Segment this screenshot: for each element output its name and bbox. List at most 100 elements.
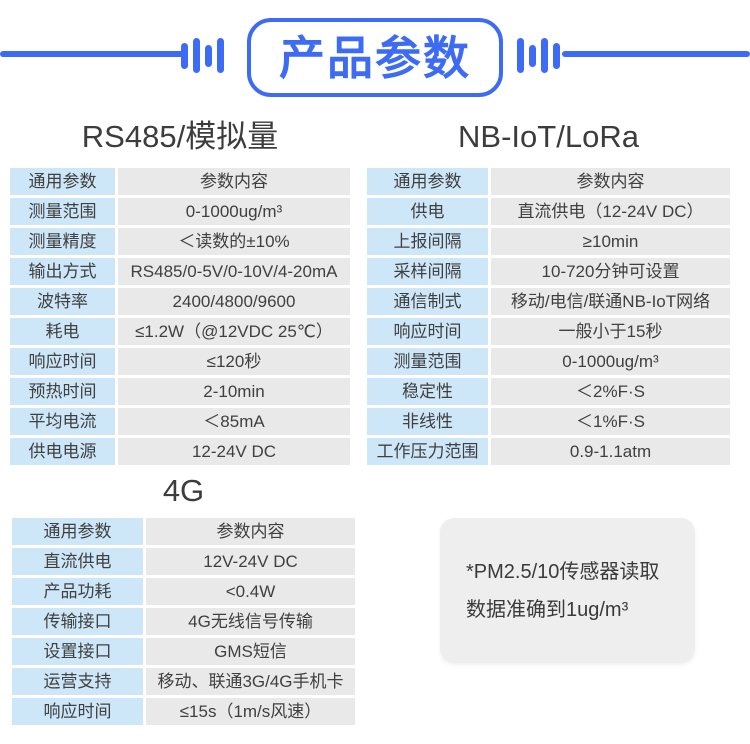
table-row: 预热时间 2-10min [10, 378, 350, 405]
row-label: 响应时间 [12, 698, 143, 725]
row-value: 4G无线信号传输 [146, 608, 355, 635]
row-label: 非线性 [367, 408, 488, 435]
equalizer-bars-left-icon [181, 38, 224, 73]
table-row: 运营支持 移动、联通3G/4G手机卡 [12, 668, 355, 695]
row-label: 输出方式 [10, 258, 115, 285]
table-row: 供电电源 12-24V DC [10, 438, 350, 465]
row-label: 预热时间 [10, 378, 115, 405]
row-value: 参数内容 [118, 168, 350, 195]
accuracy-note-text: *PM2.5/10传感器读取数据准确到1ug/m³ [466, 560, 660, 621]
bar-icon [181, 42, 188, 69]
section-title-rs485-analog: RS485/模拟量 [81, 119, 279, 154]
table-row: 测量范围 0-1000ug/m³ [367, 348, 730, 375]
table-row: 直流供电 12V-24V DC [12, 548, 355, 575]
bar-icon [193, 38, 200, 73]
table-row: 非线性 ＜1%F·S [367, 408, 730, 435]
row-label: 供电电源 [10, 438, 115, 465]
row-label: 直流供电 [12, 548, 143, 575]
bar-icon [529, 44, 536, 67]
row-label: 采样间隔 [367, 258, 488, 285]
bar-icon [553, 42, 560, 69]
row-value: ≤15s（1m/s风速） [146, 698, 355, 725]
table-row: 波特率 2400/4800/9600 [10, 288, 350, 315]
row-label: 通用参数 [367, 168, 488, 195]
row-value: 2400/4800/9600 [118, 288, 350, 315]
row-value: ＜读数的±10% [118, 228, 350, 255]
row-value: ≤1.2W（@12VDC 25℃） [118, 318, 350, 345]
table-row: 测量范围 0-1000ug/m³ [10, 198, 350, 225]
table-row: 耗电 ≤1.2W（@12VDC 25℃） [10, 318, 350, 345]
row-label: 运营支持 [12, 668, 143, 695]
row-value: ＜1%F·S [491, 408, 730, 435]
bar-icon [517, 38, 524, 73]
section-title-nbiot-lora: NB-IoT/LoRa [458, 119, 639, 154]
table-row: 响应时间 ≤15s（1m/s风速） [12, 698, 355, 725]
row-label: 通用参数 [10, 168, 115, 195]
row-label: 平均电流 [10, 408, 115, 435]
bar-icon [217, 38, 224, 73]
table-row: 响应时间 ≤120秒 [10, 348, 350, 375]
row-value: 0.9-1.1atm [491, 438, 730, 465]
row-value: 直流供电（12-24V DC） [491, 198, 730, 225]
row-value: RS485/0-5V/0-10V/4-20mA [118, 258, 350, 285]
4g-parameter-table: 通用参数 参数内容 直流供电 12V-24V DC 产品功耗 <0.4W 传输接口 4G无线信… [12, 518, 355, 728]
table-row: 工作压力范围 0.9-1.1atm [367, 438, 730, 465]
table-row: 平均电流 ＜85mA [10, 408, 350, 435]
bar-icon [205, 44, 212, 67]
table-row: 测量精度 ＜读数的±10% [10, 228, 350, 255]
table-row: 设置接口 GMS短信 [12, 638, 355, 665]
accuracy-note-box: *PM2.5/10传感器读取数据准确到1ug/m³ [440, 518, 695, 663]
row-value: 一般小于15秒 [491, 318, 730, 345]
row-label: 工作压力范围 [367, 438, 488, 465]
row-label: 响应时间 [10, 348, 115, 375]
row-value: 2-10min [118, 378, 350, 405]
page-title-box: 产品参数 [247, 18, 503, 97]
row-value: 12-24V DC [118, 438, 350, 465]
row-label: 上报间隔 [367, 228, 488, 255]
nbiot-lora-parameter-table: 通用参数 参数内容 供电 直流供电（12-24V DC） 上报间隔 ≥10min 采样间隔 1… [367, 168, 730, 468]
table-row: 供电 直流供电（12-24V DC） [367, 198, 730, 225]
table-row: 通用参数 参数内容 [367, 168, 730, 195]
row-value: ≥10min [491, 228, 730, 255]
table-row: 输出方式 RS485/0-5V/0-10V/4-20mA [10, 258, 350, 285]
table-row: 通信制式 移动/电信/联通NB-IoT网络 [367, 288, 730, 315]
row-label: 通用参数 [12, 518, 143, 545]
row-value: ≤120秒 [118, 348, 350, 375]
table-row: 通用参数 参数内容 [10, 168, 350, 195]
section-title-4g: 4G [162, 473, 205, 508]
equalizer-bars-right-icon [517, 38, 560, 73]
table-row: 上报间隔 ≥10min [367, 228, 730, 255]
table-row: 传输接口 4G无线信号传输 [12, 608, 355, 635]
row-value: <0.4W [146, 578, 355, 605]
table-row: 通用参数 参数内容 [12, 518, 355, 545]
row-value: ＜2%F·S [491, 378, 730, 405]
divider-line-right [562, 51, 750, 57]
table-row: 产品功耗 <0.4W [12, 578, 355, 605]
rs485-analog-parameter-table: 通用参数 参数内容 测量范围 0-1000ug/m³ 测量精度 ＜读数的±10% 输出方式 R… [10, 168, 350, 468]
row-label: 传输接口 [12, 608, 143, 635]
row-label: 响应时间 [367, 318, 488, 345]
row-label: 耗电 [10, 318, 115, 345]
row-value: 12V-24V DC [146, 548, 355, 575]
row-value: 移动/电信/联通NB-IoT网络 [491, 288, 730, 315]
table-row: 采样间隔 10-720分钟可设置 [367, 258, 730, 285]
page-title: 产品参数 [279, 31, 471, 84]
row-label: 测量精度 [10, 228, 115, 255]
row-label: 测量范围 [367, 348, 488, 375]
row-label: 供电 [367, 198, 488, 225]
row-value: ＜85mA [118, 408, 350, 435]
row-label: 测量范围 [10, 198, 115, 225]
row-label: 波特率 [10, 288, 115, 315]
row-value: GMS短信 [146, 638, 355, 665]
table-row: 响应时间 一般小于15秒 [367, 318, 730, 345]
divider-line-left [0, 51, 184, 57]
row-label: 通信制式 [367, 288, 488, 315]
bar-icon [541, 38, 548, 73]
row-value: 0-1000ug/m³ [491, 348, 730, 375]
row-value: 参数内容 [146, 518, 355, 545]
row-value: 10-720分钟可设置 [491, 258, 730, 285]
row-value: 移动、联通3G/4G手机卡 [146, 668, 355, 695]
row-label: 产品功耗 [12, 578, 143, 605]
table-row: 稳定性 ＜2%F·S [367, 378, 730, 405]
